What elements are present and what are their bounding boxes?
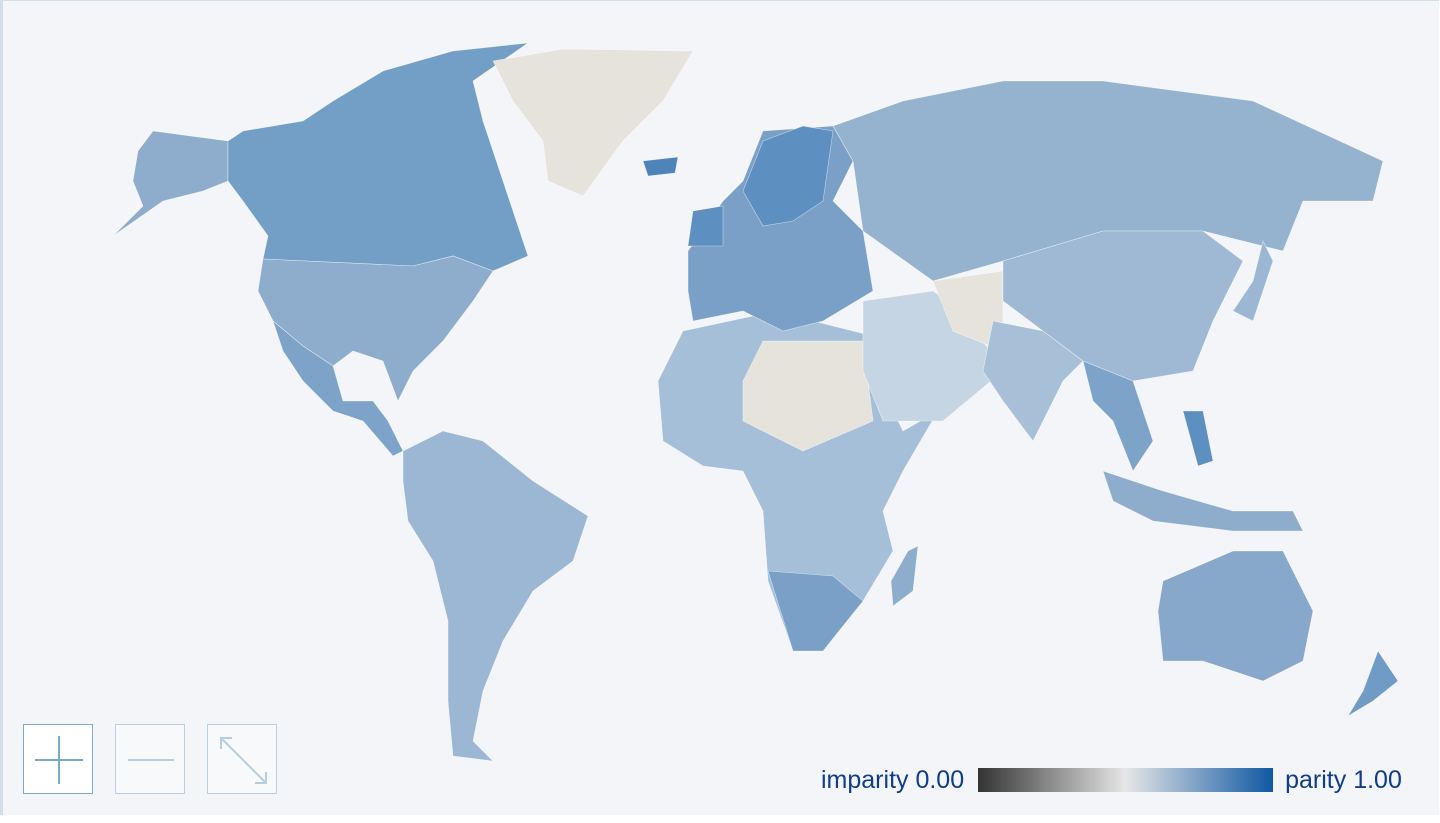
region-iceland[interactable]: [642, 156, 679, 177]
minus-icon: [128, 759, 174, 761]
region-scandinavia[interactable]: [742, 125, 834, 227]
plus-icon: [35, 736, 83, 784]
region-greenland[interactable]: [492, 48, 694, 197]
region-southeast-asia[interactable]: [1082, 360, 1154, 472]
legend-max-label: parity 1.00: [1285, 765, 1402, 794]
region-russia[interactable]: [832, 80, 1384, 282]
zoom-out-button[interactable]: [115, 724, 185, 794]
reset-zoom-button[interactable]: [207, 724, 277, 794]
region-southern-africa[interactable]: [767, 570, 864, 652]
world-map[interactable]: [3, 1, 1440, 823]
region-china[interactable]: [1002, 230, 1244, 382]
region-south-america[interactable]: [402, 430, 589, 762]
region-japan[interactable]: [1232, 240, 1274, 322]
region-alaska[interactable]: [112, 130, 229, 237]
region-madagascar[interactable]: [890, 545, 919, 607]
region-philippines[interactable]: [1182, 410, 1214, 467]
expand-arrows-icon: [220, 737, 267, 784]
color-legend: imparity 0.00 parity 1.00: [821, 765, 1402, 795]
region-australia[interactable]: [1157, 550, 1314, 682]
zoom-in-button[interactable]: [23, 724, 93, 794]
region-canada[interactable]: [227, 42, 529, 272]
region-new-zealand[interactable]: [1347, 650, 1399, 717]
region-uk[interactable]: [687, 205, 724, 247]
legend-gradient-bar: [978, 768, 1274, 792]
region-india[interactable]: [982, 320, 1084, 442]
legend-min-label: imparity 0.00: [821, 765, 965, 794]
region-indonesia[interactable]: [1102, 470, 1304, 532]
region-usa[interactable]: [257, 255, 494, 402]
